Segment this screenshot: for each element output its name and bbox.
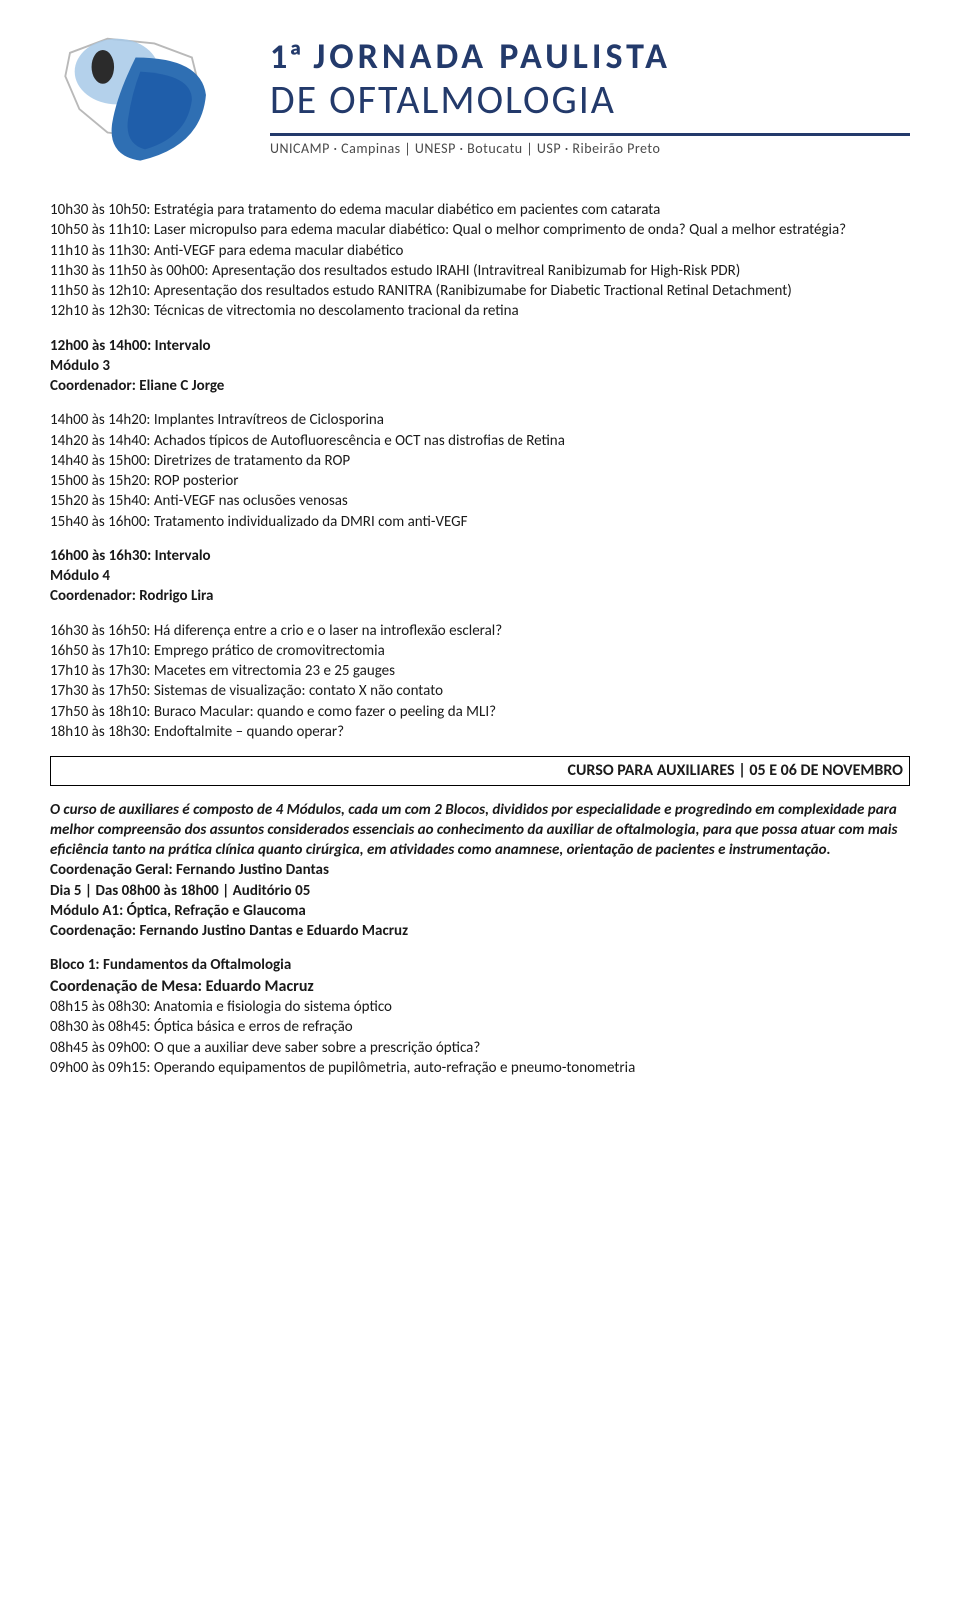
header-divider [270,133,910,136]
bloco-title: Bloco 1: Fundamentos da Oftalmologia [50,955,910,975]
schedule-line: 18h10 às 18h30: Endoftalmite – quando op… [50,722,910,742]
schedule-line: 10h30 às 10h50: Estratégia para tratamen… [50,200,910,220]
schedule-line: 17h30 às 17h50: Sistemas de visualização… [50,681,910,701]
schedule-line: 08h30 às 08h45: Óptica básica e erros de… [50,1017,910,1037]
document-body: 10h30 às 10h50: Estratégia para tratamen… [50,200,910,1078]
schedule-line: 14h40 às 15h00: Diretrizes de tratamento… [50,451,910,471]
module-3-header: Módulo 3 Coordenador: Eliane C Jorge [50,356,910,397]
schedule-line: 15h40 às 16h00: Tratamento individualiza… [50,512,910,532]
schedule-line: 15h00 às 15h20: ROP posterior [50,471,910,491]
module-title: Módulo 4 [50,566,910,586]
schedule-line: 17h50 às 18h10: Buraco Macular: quando e… [50,702,910,722]
general-coordinator: Coordenação Geral: Fernando Justino Dant… [50,860,910,880]
module-coordinator: Coordenação: Fernando Justino Dantas e E… [50,921,910,941]
course-title-box: CURSO PARA AUXILIARES | 05 E 06 DE NOVEM… [50,756,910,786]
module-coordinator: Coordenador: Eliane C Jorge [50,376,910,396]
module-3-schedule: 14h00 às 14h20: Implantes Intravítreos d… [50,410,910,532]
schedule-line: 16h50 às 17h10: Emprego prático de cromo… [50,641,910,661]
schedule-line: 12h10 às 12h30: Técnicas de vitrectomia … [50,301,910,321]
schedule-line: 08h15 às 08h30: Anatomia e fisiologia do… [50,997,910,1017]
module-coordinator: Coordenador: Rodrigo Lira [50,586,910,606]
schedule-line: 14h20 às 14h40: Achados típicos de Autof… [50,431,910,451]
schedule-line: 08h45 às 09h00: O que a auxiliar deve sa… [50,1038,910,1058]
bloco-1-section: Bloco 1: Fundamentos da Oftalmologia Coo… [50,955,910,1078]
event-logo [50,20,240,170]
module-4-header: Módulo 4 Coordenador: Rodrigo Lira [50,566,910,607]
interval-heading: 16h00 às 16h30: Intervalo [50,546,910,566]
schedule-line: 10h50 às 11h10: Laser micropulso para ed… [50,220,910,240]
module-4-schedule: 16h30 às 16h50: Há diferença entre a cri… [50,621,910,743]
schedule-block-morning: 10h30 às 10h50: Estratégia para tratamen… [50,200,910,322]
schedule-line: 11h50 às 12h10: Apresentação dos resulta… [50,281,910,301]
bloco-coordinator: Coordenação de Mesa: Eduardo Macruz [50,976,910,998]
header-subtitle: DE OFTALMOLOGIA [270,73,910,127]
schedule-line: 14h00 às 14h20: Implantes Intravítreos d… [50,410,910,430]
schedule-line: 09h00 às 09h15: Operando equipamentos de… [50,1058,910,1078]
module-title: Módulo 3 [50,356,910,376]
schedule-line: 11h30 às 11h50 às 00h00: Apresentação do… [50,261,910,281]
day-5-heading: Dia 5 | Das 08h00 às 18h00 | Auditório 0… [50,881,910,901]
schedule-line: 16h30 às 16h50: Há diferença entre a cri… [50,621,910,641]
interval-heading: 12h00 às 14h00: Intervalo [50,336,910,356]
schedule-line: 11h10 às 11h30: Anti-VEGF para edema mac… [50,241,910,261]
module-a1-header: Módulo A1: Óptica, Refração e Glaucoma C… [50,901,910,942]
header-text-block: 1ª JORNADA PAULISTA DE OFTALMOLOGIA UNIC… [270,32,910,159]
document-header: 1ª JORNADA PAULISTA DE OFTALMOLOGIA UNIC… [50,20,910,170]
course-intro: O curso de auxiliares é composto de 4 Mó… [50,800,910,861]
schedule-line: 17h10 às 17h30: Macetes em vitrectomia 2… [50,661,910,681]
header-institutions: UNICAMP · Campinas | UNESP · Botucatu | … [270,140,910,159]
schedule-line: 15h20 às 15h40: Anti-VEGF nas oclusões v… [50,491,910,511]
module-title: Módulo A1: Óptica, Refração e Glaucoma [50,901,910,921]
